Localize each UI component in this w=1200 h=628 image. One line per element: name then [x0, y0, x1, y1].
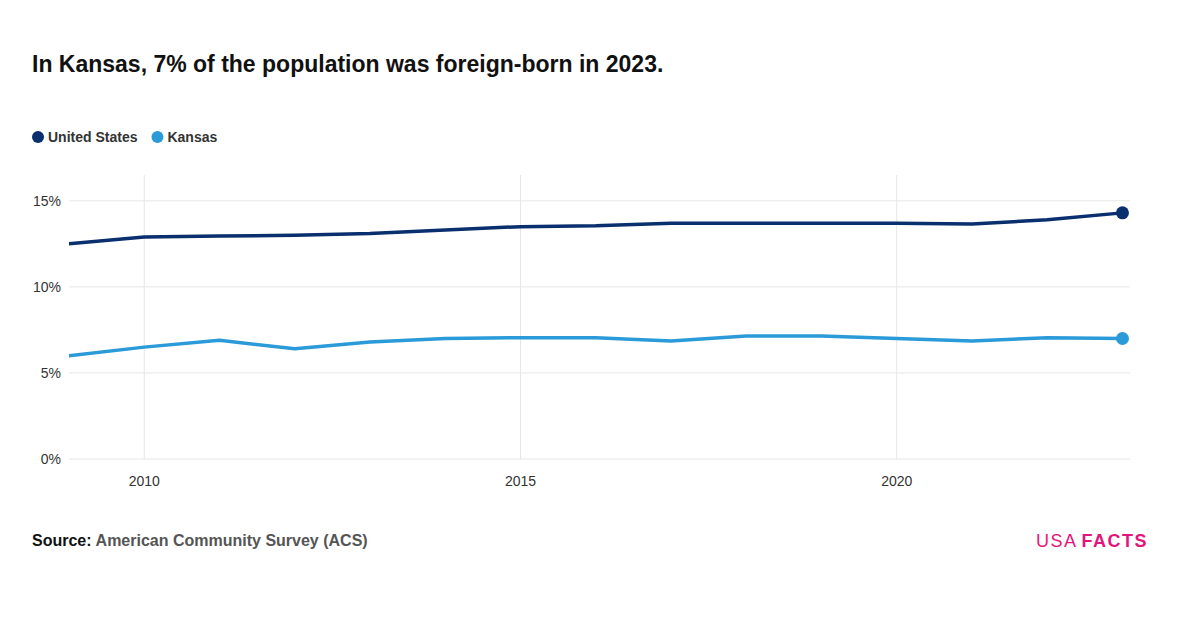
y-tick-label: 10%: [33, 279, 61, 295]
plot-area: [69, 206, 1129, 355]
x-grid-line: [520, 175, 521, 459]
legend-label: United States: [48, 129, 138, 145]
x-tick-label: 2020: [881, 473, 912, 489]
series-line: [69, 213, 1122, 244]
source: American Community Survey (ACS): [96, 532, 368, 549]
chart: In Kansas, 7% of the population was fore…: [0, 0, 1200, 628]
y-grid-line: [69, 372, 1130, 373]
source-label: Source:: [32, 532, 92, 549]
y-tick-label: 0%: [41, 451, 61, 467]
brand-light: USA: [1036, 531, 1078, 551]
x-tick-label: 2015: [505, 473, 536, 489]
legend-swatch: [32, 131, 44, 143]
y-grid-line: [69, 459, 1130, 460]
series-line: [69, 336, 1122, 356]
y-tick-label: 15%: [33, 193, 61, 209]
y-grid-line: [69, 200, 1130, 201]
x-grid-line: [144, 175, 145, 459]
legend-swatch: [151, 131, 163, 143]
y-grid-line: [69, 286, 1130, 287]
title: In Kansas, 7% of the population was fore…: [32, 51, 663, 77]
brand-bold: FACTS: [1081, 531, 1148, 551]
legend-label: Kansas: [167, 129, 217, 145]
x-tick-label: 2010: [129, 473, 160, 489]
end-marker: [1116, 206, 1129, 219]
end-marker: [1116, 332, 1129, 345]
grid: [69, 175, 1130, 459]
y-tick-label: 5%: [41, 365, 61, 381]
x-grid-line: [896, 175, 897, 459]
